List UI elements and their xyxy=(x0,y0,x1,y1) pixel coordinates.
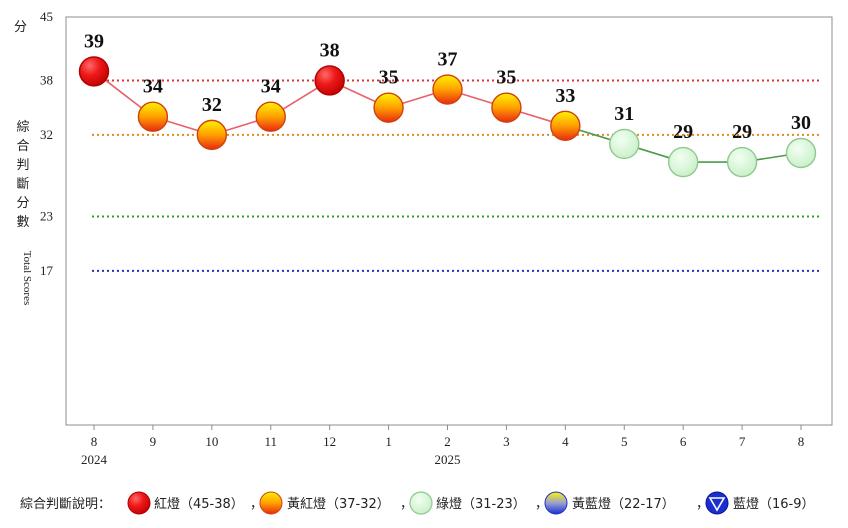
point-marker-yellow-red xyxy=(255,101,286,132)
y-axis-label-char: 綜 xyxy=(16,120,29,135)
x-tick-label: 8 xyxy=(91,434,98,449)
x-tick-label: 12 xyxy=(323,434,336,449)
series-markers xyxy=(78,56,817,178)
blue-light-icon: 藍燈（16-9） xyxy=(705,491,815,515)
y-axis-label-char: 數 xyxy=(16,215,29,230)
point-marker-green xyxy=(785,137,817,169)
y-axis-label-char: 斷 xyxy=(16,177,29,192)
x-tick-label: 9 xyxy=(150,434,157,449)
point-marker-green xyxy=(667,146,699,178)
data-labels: 39 34 32 34 38 35 37 35 33 31 29 29 30 xyxy=(84,30,811,143)
yellow-red-light-icon: 黃紅燈（37-32）， xyxy=(259,491,413,515)
legend-label: 黃藍燈（22-17） xyxy=(572,497,675,512)
y-tick-label: 38 xyxy=(40,72,53,87)
yellow-blue-light-icon-shape xyxy=(544,491,568,515)
point-marker-yellow-red xyxy=(550,110,581,142)
point-marker-yellow-red xyxy=(137,101,169,132)
yellow-blue-light-icon: 黃藍燈（22-17）， xyxy=(544,491,709,515)
data-label: 33 xyxy=(555,85,575,107)
legend-label: 綠燈（31-23） xyxy=(436,497,526,512)
point-marker-red xyxy=(314,65,345,96)
y-axis-label-char: 合 xyxy=(16,139,29,154)
data-label: 34 xyxy=(143,76,163,98)
data-label: 35 xyxy=(379,67,399,89)
x-tick-label: 10 xyxy=(205,434,218,449)
y-tick-label: 45 xyxy=(40,9,53,24)
red-light-icon-shape xyxy=(127,491,151,515)
red-light-icon: 紅燈（45-38）， xyxy=(127,491,263,515)
x-tick-label: 11 xyxy=(264,434,277,449)
point-marker-green xyxy=(609,128,640,160)
legend-label: 藍燈（16-9） xyxy=(733,497,815,512)
yellow-red-light-icon-shape xyxy=(259,491,283,515)
y-axis-ticks: 17 23 32 38 45 xyxy=(40,9,54,278)
legend: 綜合判斷說明： 紅燈（45-38），黃紅燈（37-32），綠燈（31-23），黃… xyxy=(20,491,815,515)
legend-title: 綜合判斷說明： xyxy=(20,496,111,512)
y-unit-label: 分 xyxy=(14,20,27,35)
y-tick-label: 32 xyxy=(40,127,53,142)
x-tick-label: 4 xyxy=(562,434,569,449)
x-tick-label: 7 xyxy=(739,434,746,449)
y-tick-label: 17 xyxy=(40,263,54,278)
x-year-label: 2024 xyxy=(81,452,108,467)
x-tick-label: 8 xyxy=(798,434,805,449)
data-label: 38 xyxy=(320,39,340,61)
data-label: 35 xyxy=(496,67,516,89)
data-label: 29 xyxy=(673,121,693,143)
data-label: 30 xyxy=(791,112,811,134)
y-axis-label-char: 分 xyxy=(16,196,29,211)
x-tick-label: 5 xyxy=(621,434,628,449)
blue-light-triangle xyxy=(708,497,726,512)
y-axis-label-char: 判 xyxy=(16,158,29,173)
green-light-icon: 綠燈（31-23）， xyxy=(409,491,548,515)
x-tick-label: 6 xyxy=(680,434,687,449)
data-label: 32 xyxy=(202,94,222,116)
point-marker-yellow-red xyxy=(373,92,404,123)
x-year-label: 2025 xyxy=(435,452,461,467)
point-marker-yellow-red xyxy=(196,119,228,151)
x-tick-label: 3 xyxy=(503,434,510,449)
data-label: 39 xyxy=(84,30,104,52)
green-light-icon-shape xyxy=(409,491,433,515)
point-marker-red xyxy=(78,56,110,87)
y-tick-label: 23 xyxy=(40,208,53,223)
y-axis-label-english: Total Scores xyxy=(21,251,33,306)
x-tick-label: 1 xyxy=(385,434,392,449)
legend-label: 紅燈（45-38） xyxy=(154,497,244,512)
data-label: 34 xyxy=(261,76,281,98)
point-marker-yellow-red xyxy=(491,92,522,123)
point-marker-green xyxy=(726,146,758,178)
data-label: 37 xyxy=(438,49,458,71)
data-label: 31 xyxy=(614,103,634,125)
x-tick-label: 2 xyxy=(444,434,451,449)
data-label: 29 xyxy=(732,121,752,143)
legend-label: 黃紅燈（37-32） xyxy=(287,497,390,512)
point-marker-yellow-red xyxy=(432,74,463,105)
